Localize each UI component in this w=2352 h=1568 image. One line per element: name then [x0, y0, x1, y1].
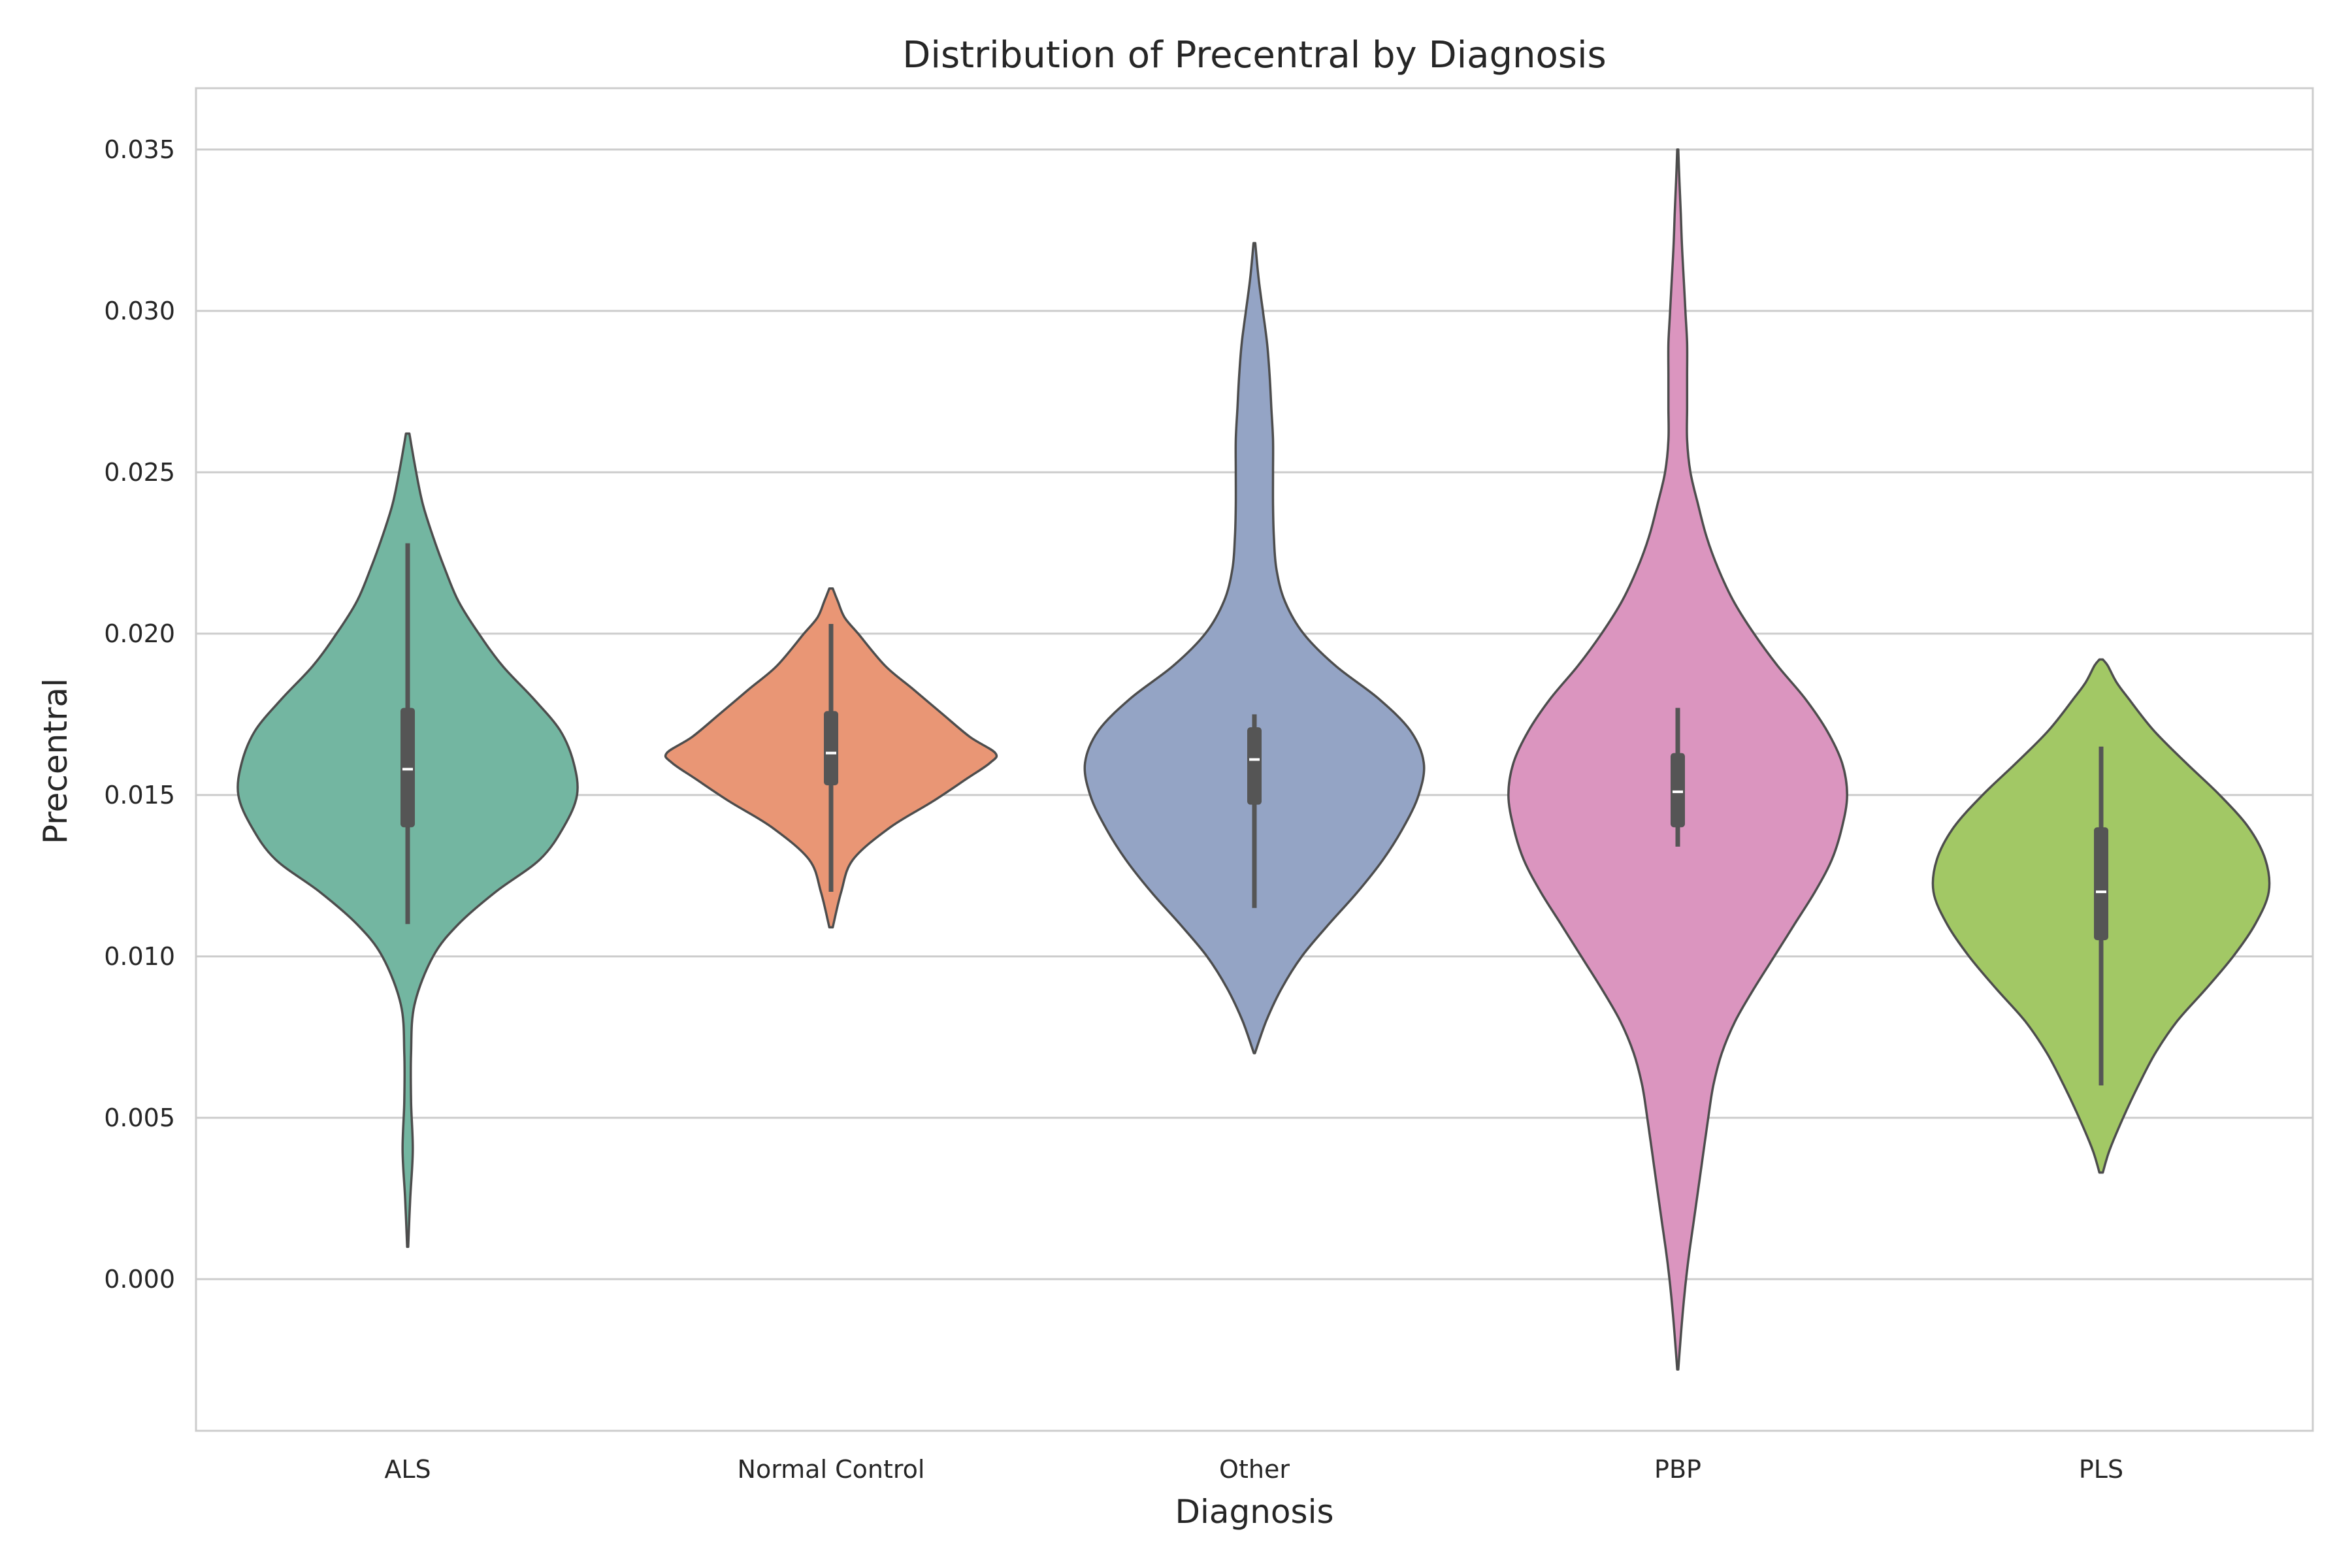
- violin-normal-control: [664, 587, 998, 929]
- y-axis-label: Precentral: [37, 678, 74, 844]
- y-tick-label: 0.015: [104, 781, 175, 809]
- x-tick-label: Normal Control: [738, 1455, 925, 1484]
- iqr-box: [1247, 727, 1262, 805]
- violins: [237, 148, 2271, 1371]
- iqr-box: [824, 711, 838, 786]
- violin-pbp: [1507, 148, 1848, 1371]
- x-tick-label: PLS: [2079, 1455, 2123, 1484]
- x-axis-label: Diagnosis: [1175, 1493, 1333, 1531]
- plot-frame: [195, 87, 2314, 1432]
- iqr-box: [2094, 827, 2108, 941]
- y-tick-label: 0.020: [104, 619, 175, 648]
- iqr-box: [1671, 753, 1685, 828]
- y-tick-label: 0.005: [104, 1103, 175, 1132]
- violin-body: [1083, 242, 1426, 1054]
- chart-title: Distribution of Precentral by Diagnosis: [902, 34, 1606, 76]
- violin-pls: [1931, 658, 2271, 1174]
- violin-als: [237, 432, 579, 1249]
- violin-other: [1083, 242, 1426, 1054]
- y-tick-label: 0.000: [104, 1265, 175, 1294]
- x-tick-labels: ALS Normal Control Other PBP PLS: [384, 1455, 2123, 1484]
- iqr-box: [400, 708, 415, 828]
- y-tick-labels: 0.000 0.005 0.010 0.015 0.020 0.025 0.030 0.035: [104, 135, 175, 1294]
- x-tick-label: ALS: [384, 1455, 431, 1484]
- y-tick-label: 0.010: [104, 942, 175, 971]
- y-tick-label: 0.035: [104, 135, 175, 164]
- y-tick-label: 0.025: [104, 458, 175, 487]
- x-tick-label: PBP: [1654, 1455, 1701, 1484]
- y-tick-label: 0.030: [104, 297, 175, 325]
- x-tick-label: Other: [1219, 1455, 1290, 1484]
